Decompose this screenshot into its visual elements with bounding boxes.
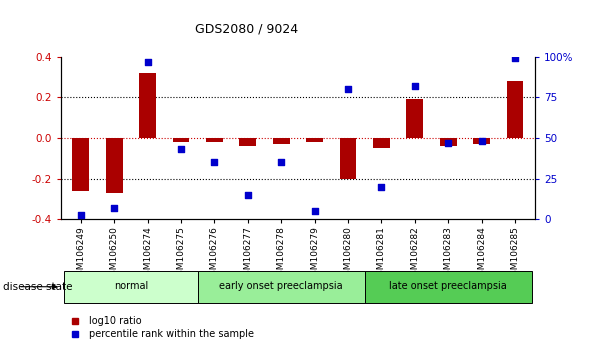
Bar bbox=[139, 73, 156, 138]
Point bbox=[277, 160, 286, 165]
Point bbox=[76, 212, 86, 217]
Point bbox=[143, 59, 153, 64]
Point bbox=[210, 160, 219, 165]
Text: normal: normal bbox=[114, 281, 148, 291]
Bar bbox=[340, 138, 356, 179]
Bar bbox=[72, 138, 89, 191]
Bar bbox=[64, 271, 198, 303]
Bar bbox=[273, 138, 289, 144]
Point bbox=[243, 192, 253, 198]
Point bbox=[510, 56, 520, 61]
Point bbox=[410, 83, 420, 89]
Bar bbox=[407, 99, 423, 138]
Bar bbox=[173, 138, 189, 142]
Point bbox=[176, 147, 186, 152]
Bar bbox=[373, 138, 390, 148]
Bar bbox=[473, 138, 490, 144]
Bar bbox=[106, 138, 123, 193]
Point bbox=[376, 184, 386, 190]
Bar bbox=[506, 81, 523, 138]
Point bbox=[477, 138, 486, 144]
Bar bbox=[440, 138, 457, 146]
Point bbox=[109, 205, 119, 211]
Bar bbox=[240, 138, 256, 146]
Bar bbox=[365, 271, 532, 303]
Text: GDS2080 / 9024: GDS2080 / 9024 bbox=[195, 22, 298, 35]
Point bbox=[443, 140, 453, 146]
Point bbox=[309, 209, 319, 214]
Bar bbox=[306, 138, 323, 142]
Bar bbox=[206, 138, 223, 142]
Text: early onset preeclampsia: early onset preeclampsia bbox=[219, 281, 343, 291]
Text: late onset preeclampsia: late onset preeclampsia bbox=[389, 281, 507, 291]
Bar bbox=[198, 271, 365, 303]
Legend: log10 ratio, percentile rank within the sample: log10 ratio, percentile rank within the … bbox=[66, 316, 254, 339]
Text: disease state: disease state bbox=[3, 282, 72, 292]
Point bbox=[343, 86, 353, 92]
